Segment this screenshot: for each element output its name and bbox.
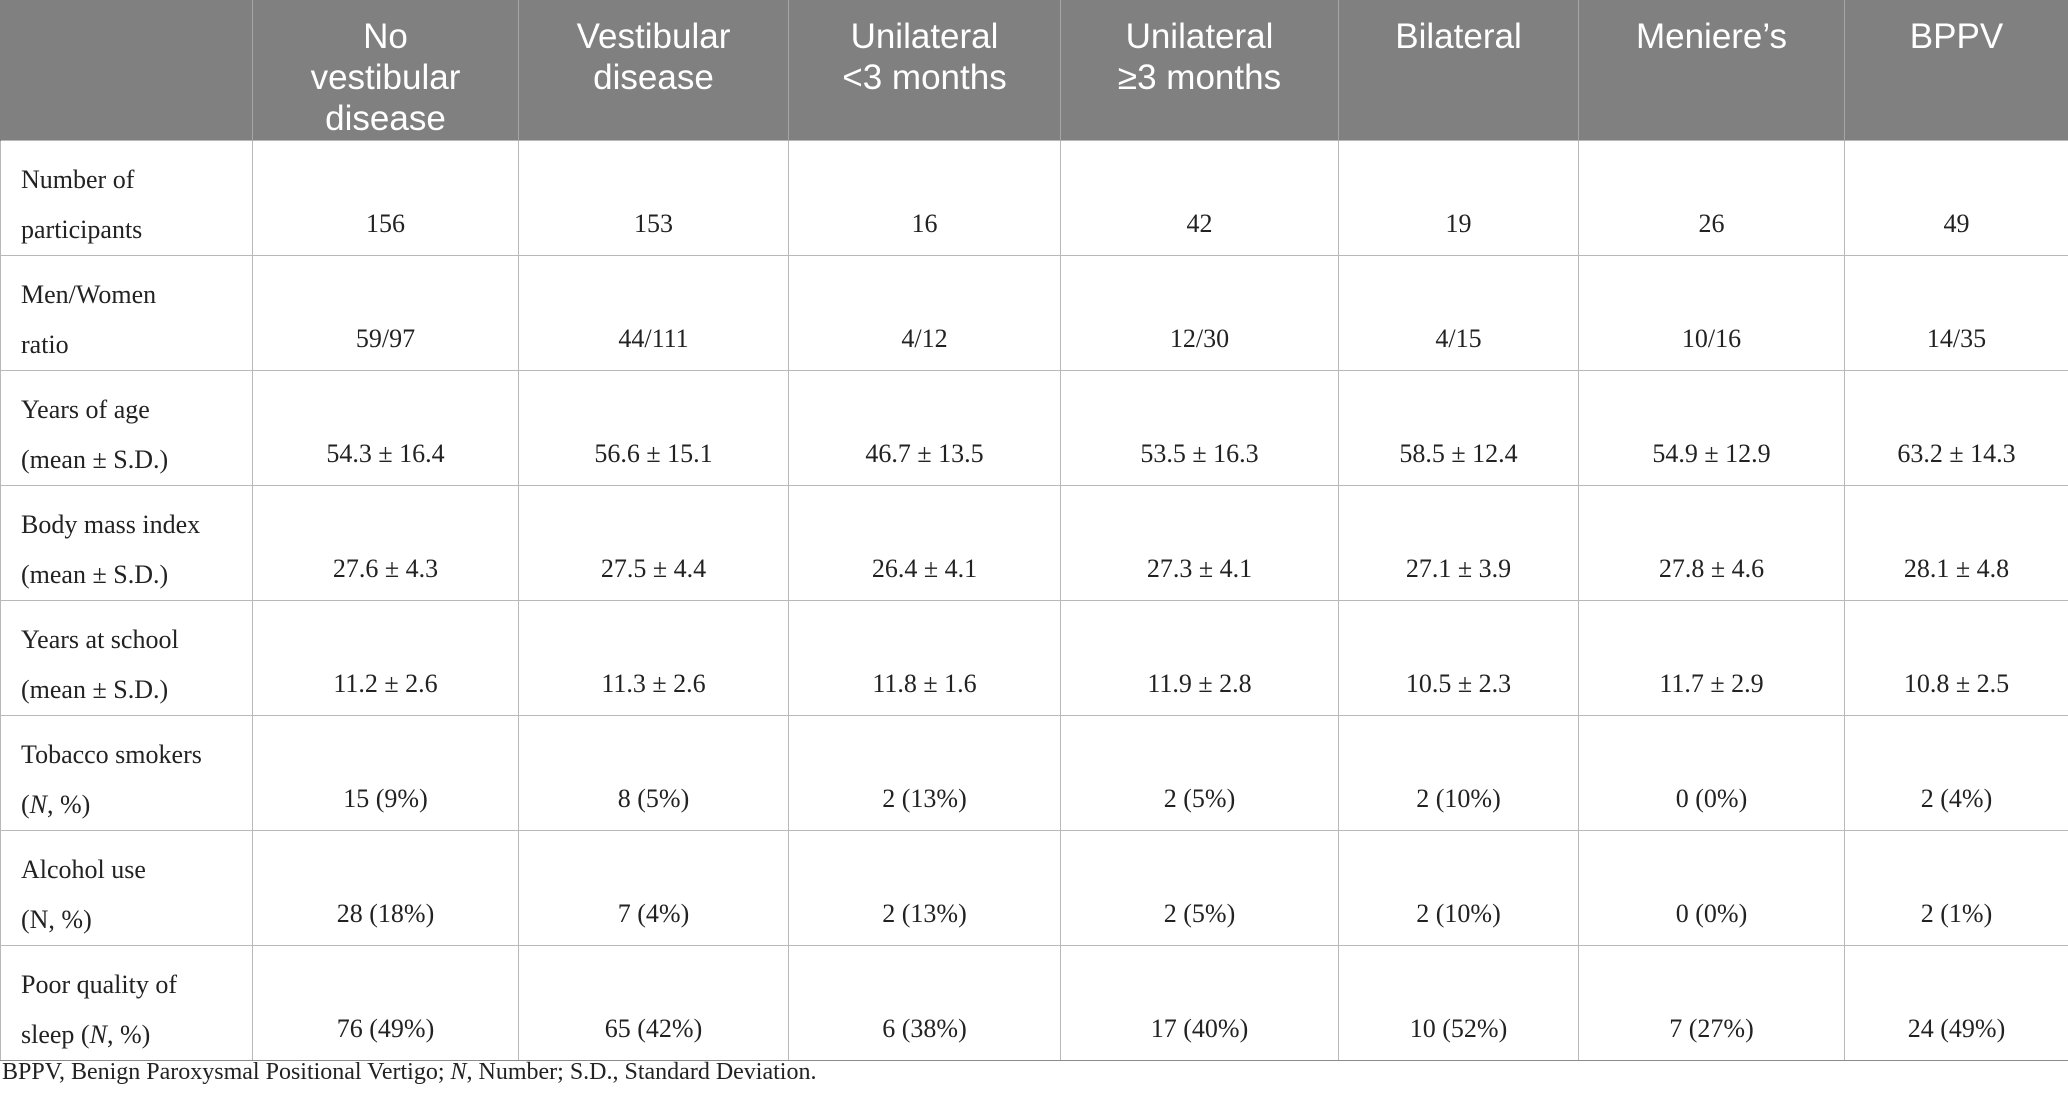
table-cell: 11.2 ± 2.6 (252, 599, 519, 716)
table-cell: 58.5 ± 12.4 (1338, 369, 1579, 486)
table-cell: 156 (252, 139, 519, 256)
table-cell: 10.5 ± 2.3 (1338, 599, 1579, 716)
demographics-table: No vestibular disease Vestibular disease… (0, 0, 2068, 1061)
table-cell: 44/111 (518, 254, 789, 371)
row-label: Years at school (mean ± S.D.) (0, 599, 253, 716)
table-row: Alcohol use (N, %) 28 (18%) 7 (4%) 2 (13%… (0, 829, 2068, 946)
table-cell: 59/97 (252, 254, 519, 371)
table-cell: 49 (1844, 139, 2068, 256)
table-cell: 2 (5%) (1060, 829, 1339, 946)
table-cell: 14/35 (1844, 254, 2068, 371)
row-label: Years of age (mean ± S.D.) (0, 369, 253, 486)
table-cell: 0 (0%) (1578, 714, 1845, 831)
row-label: Tobacco smokers (N, %) (0, 714, 253, 831)
table-cell: 63.2 ± 14.3 (1844, 369, 2068, 486)
table-body: Number of participants 156 153 16 42 19 2… (0, 139, 2068, 1061)
table-cell: 27.5 ± 4.4 (518, 484, 789, 601)
table-cell: 4/15 (1338, 254, 1579, 371)
row-label: Poor quality of sleep (N, %) (0, 944, 253, 1061)
table-cell: 28.1 ± 4.8 (1844, 484, 2068, 601)
table-cell: 7 (27%) (1578, 944, 1845, 1061)
table-cell: 10 (52%) (1338, 944, 1579, 1061)
table-cell: 153 (518, 139, 789, 256)
header-unilateral-lt3: Unilateral <3 months (788, 0, 1061, 140)
row-label: Alcohol use (N, %) (0, 829, 253, 946)
table-cell: 10.8 ± 2.5 (1844, 599, 2068, 716)
table-cell: 2 (10%) (1338, 829, 1579, 946)
table-row: Body mass index (mean ± S.D.) 27.6 ± 4.3 … (0, 484, 2068, 601)
table-cell: 2 (5%) (1060, 714, 1339, 831)
table-cell: 42 (1060, 139, 1339, 256)
table-header: No vestibular disease Vestibular disease… (0, 0, 2068, 140)
table-cell: 46.7 ± 13.5 (788, 369, 1061, 486)
table-row: Years at school (mean ± S.D.) 11.2 ± 2.6 … (0, 599, 2068, 716)
header-bilateral: Bilateral (1338, 0, 1579, 140)
row-label: Body mass index (mean ± S.D.) (0, 484, 253, 601)
table-footnote: BPPV, Benign Paroxysmal Positional Verti… (2, 1059, 817, 1085)
table-cell: 2 (10%) (1338, 714, 1579, 831)
table-cell: 2 (13%) (788, 829, 1061, 946)
table-cell: 12/30 (1060, 254, 1339, 371)
table-cell: 28 (18%) (252, 829, 519, 946)
table-row: Poor quality of sleep (N, %) 76 (49%) 65 … (0, 944, 2068, 1061)
row-label: Number of participants (0, 139, 253, 256)
header-row: No vestibular disease Vestibular disease… (0, 0, 2068, 140)
table-cell: 27.3 ± 4.1 (1060, 484, 1339, 601)
table-cell: 11.3 ± 2.6 (518, 599, 789, 716)
table-cell: 26 (1578, 139, 1845, 256)
table-cell: 26.4 ± 4.1 (788, 484, 1061, 601)
table-cell: 10/16 (1578, 254, 1845, 371)
header-vestibular-disease: Vestibular disease (518, 0, 789, 140)
header-no-vestibular-disease: No vestibular disease (252, 0, 519, 140)
table-cell: 54.3 ± 16.4 (252, 369, 519, 486)
table-cell: 53.5 ± 16.3 (1060, 369, 1339, 486)
table-row: Tobacco smokers (N, %) 15 (9%) 8 (5%) 2 (… (0, 714, 2068, 831)
table-cell: 15 (9%) (252, 714, 519, 831)
header-menieres: Meniere’s (1578, 0, 1845, 140)
table-cell: 11.9 ± 2.8 (1060, 599, 1339, 716)
table-cell: 6 (38%) (788, 944, 1061, 1061)
table-cell: 27.1 ± 3.9 (1338, 484, 1579, 601)
header-blank (0, 0, 253, 140)
table-cell: 8 (5%) (518, 714, 789, 831)
header-unilateral-ge3: Unilateral ≥3 months (1060, 0, 1339, 140)
table-cell: 2 (4%) (1844, 714, 2068, 831)
table-cell: 65 (42%) (518, 944, 789, 1061)
header-bppv: BPPV (1844, 0, 2068, 140)
table-cell: 7 (4%) (518, 829, 789, 946)
table-cell: 11.7 ± 2.9 (1578, 599, 1845, 716)
table-cell: 54.9 ± 12.9 (1578, 369, 1845, 486)
table-cell: 19 (1338, 139, 1579, 256)
table-cell: 17 (40%) (1060, 944, 1339, 1061)
row-label: Men/Women ratio (0, 254, 253, 371)
table-cell: 2 (1%) (1844, 829, 2068, 946)
table-cell: 27.6 ± 4.3 (252, 484, 519, 601)
table-row: Years of age (mean ± S.D.) 54.3 ± 16.4 56… (0, 369, 2068, 486)
table-cell: 4/12 (788, 254, 1061, 371)
table-cell: 11.8 ± 1.6 (788, 599, 1061, 716)
table-cell: 16 (788, 139, 1061, 256)
table-row: Number of participants 156 153 16 42 19 2… (0, 139, 2068, 256)
table-cell: 0 (0%) (1578, 829, 1845, 946)
table-cell: 2 (13%) (788, 714, 1061, 831)
table-cell: 56.6 ± 15.1 (518, 369, 789, 486)
table-cell: 76 (49%) (252, 944, 519, 1061)
table-cell: 27.8 ± 4.6 (1578, 484, 1845, 601)
table-row: Men/Women ratio 59/97 44/111 4/12 12/30 4… (0, 254, 2068, 371)
table-cell: 24 (49%) (1844, 944, 2068, 1061)
